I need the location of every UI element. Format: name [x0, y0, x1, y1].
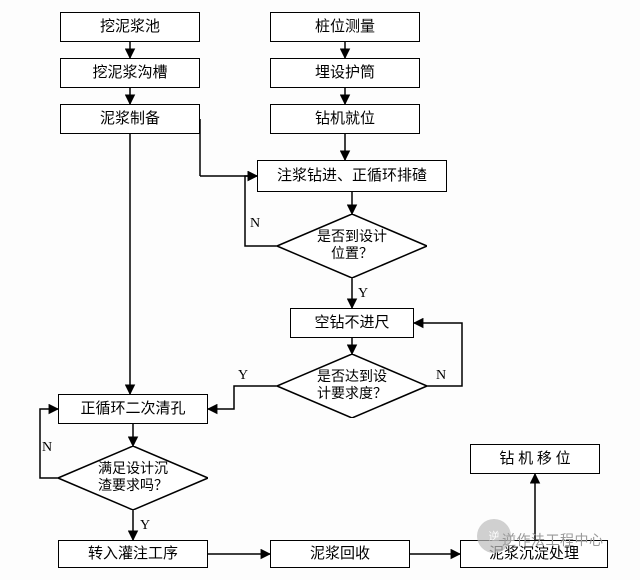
node-c5: 钻 机 移 位: [470, 444, 600, 474]
edge: [208, 386, 277, 409]
node-d2-label: 是否达到设计要求度？: [317, 369, 387, 404]
node-b2: 埋设护筒: [270, 58, 420, 88]
node-b5: 空钻不进尺: [290, 308, 414, 338]
edge-label: Y: [238, 368, 248, 384]
node-d3: 满足设计沉渣要求吗？: [58, 446, 208, 510]
node-a1: 挖泥浆池: [60, 12, 200, 42]
node-c3: 泥浆回收: [270, 540, 410, 568]
edge-label: Y: [358, 286, 368, 302]
node-a3: 泥浆制备: [60, 104, 200, 134]
node-b1: 桩位测量: [270, 12, 420, 42]
node-d3-label: 满足设计沉渣要求吗？: [98, 461, 168, 496]
edge-label: N: [42, 440, 52, 456]
node-b4: 注浆钻进、正循环排碴: [257, 160, 447, 192]
edge-label: N: [250, 216, 260, 232]
node-c1: 正循环二次清孔: [58, 394, 208, 424]
flowchart-canvas: 挖泥浆池挖泥浆沟槽泥浆制备 桩位测量埋设护筒钻机就位注浆钻进、正循环排碴是否到设计…: [0, 0, 640, 580]
edge-label: Y: [140, 518, 150, 534]
node-c2: 转入灌注工序: [58, 540, 208, 568]
node-a2: 挖泥浆沟槽: [60, 58, 200, 88]
node-d2: 是否达到设计要求度？: [277, 354, 427, 418]
edge-label: N: [436, 368, 446, 384]
node-b3: 钻机就位: [270, 104, 420, 134]
watermark-text: 逆作法工程中心: [502, 530, 604, 550]
node-d1: 是否到设计位置？: [277, 214, 427, 278]
node-d1-label: 是否到设计位置？: [317, 229, 387, 264]
